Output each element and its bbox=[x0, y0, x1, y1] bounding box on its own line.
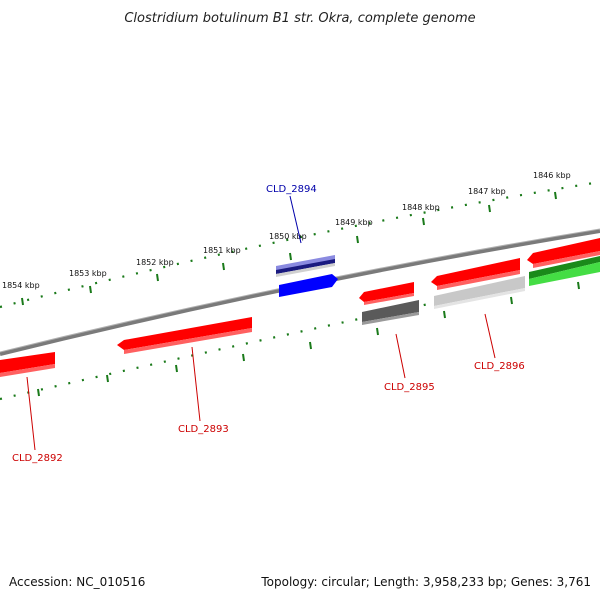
inner-major-tick bbox=[175, 364, 178, 373]
outer-major-tick bbox=[21, 297, 24, 306]
gene-arrow bbox=[527, 238, 600, 264]
gene-arrow-shadow bbox=[434, 288, 525, 309]
gene-arrow-shadow bbox=[362, 312, 419, 325]
map-title: Clostridium botulinum B1 str. Okra, comp… bbox=[124, 11, 475, 26]
outer-major-tick bbox=[89, 285, 92, 294]
tick-label-1847: 1847 kbp bbox=[468, 187, 506, 196]
inner-major-tick bbox=[242, 353, 245, 362]
outer-major-tick bbox=[156, 273, 159, 282]
outer-major-tick bbox=[289, 252, 292, 261]
tick-label-1846: 1846 kbp bbox=[533, 171, 571, 180]
outer-major-tick bbox=[488, 204, 491, 213]
gene-arrow bbox=[529, 256, 600, 279]
gene-CLD_2893[interactable] bbox=[117, 317, 252, 354]
gene-arrow bbox=[431, 258, 520, 286]
tick-label-1853: 1853 kbp bbox=[69, 269, 107, 278]
leader-line-CLD_2895 bbox=[395, 333, 406, 379]
gene-arrow-shadow bbox=[533, 251, 600, 268]
gene-leader-lines bbox=[26, 195, 496, 451]
gene-right-green[interactable] bbox=[529, 256, 600, 286]
gene-arrow bbox=[279, 274, 338, 297]
inner-major-tick bbox=[309, 341, 312, 350]
tick-label-1848: 1848 kbp bbox=[402, 203, 440, 212]
gene-arrow bbox=[359, 282, 414, 302]
gene-arrow bbox=[362, 300, 419, 322]
gene-label-CLD_2896[interactable]: CLD_2896 bbox=[474, 361, 525, 372]
outer-major-tick bbox=[356, 235, 359, 244]
tick-label-1851: 1851 kbp bbox=[203, 246, 241, 255]
gene-CLD_2896[interactable] bbox=[431, 258, 525, 309]
gene-label-CLD_2894[interactable]: CLD_2894 bbox=[266, 184, 317, 195]
outer-major-tick bbox=[554, 191, 557, 200]
gene-arrow-shadow bbox=[364, 293, 414, 305]
inner-major-tick bbox=[577, 281, 580, 290]
gene-arrow bbox=[434, 276, 525, 306]
gene-label-CLD_2895[interactable]: CLD_2895 bbox=[384, 382, 435, 393]
leader-line-CLD_2894 bbox=[289, 195, 302, 244]
tick-label-1849: 1849 kbp bbox=[335, 218, 373, 227]
gene-CLD_2895[interactable] bbox=[359, 282, 419, 325]
outer-major-tick bbox=[422, 217, 425, 226]
gene-arrow bbox=[529, 262, 600, 286]
gene-CLD_2894[interactable] bbox=[276, 255, 338, 297]
inner-major-tick bbox=[106, 374, 109, 383]
leader-line-CLD_2896 bbox=[484, 313, 496, 359]
genome-summary-text: Topology: circular; Length: 3,958,233 bp… bbox=[260, 575, 591, 589]
inner-major-tick bbox=[376, 327, 379, 336]
leader-line-CLD_2892 bbox=[26, 376, 36, 451]
gene-label-CLD_2893[interactable]: CLD_2893 bbox=[178, 424, 229, 435]
gene-label-CLD_2892[interactable]: CLD_2892 bbox=[12, 453, 63, 464]
accession-text: Accession: NC_010516 bbox=[9, 575, 145, 589]
gene-arrow-shadow bbox=[437, 270, 520, 290]
gene-right-red[interactable] bbox=[527, 238, 600, 268]
tick-label-1854: 1854 kbp bbox=[2, 281, 40, 290]
gene-arrow bbox=[0, 352, 55, 373]
tick-label-1852: 1852 kbp bbox=[136, 258, 174, 267]
inner-tick-ring bbox=[0, 266, 600, 401]
gene-CLD_2892[interactable] bbox=[0, 352, 55, 377]
gene-arrow-shadow bbox=[0, 364, 55, 377]
gene-arrow-shadow bbox=[124, 328, 252, 354]
leader-line-CLD_2893 bbox=[191, 346, 201, 422]
inner-major-tick bbox=[510, 296, 513, 305]
gene-arrow-shadow bbox=[276, 259, 335, 274]
inner-major-tick bbox=[37, 388, 40, 397]
gene-arrow bbox=[117, 317, 252, 350]
tick-label-1850: 1850 kbp bbox=[269, 232, 307, 241]
outer-major-tick bbox=[222, 262, 225, 271]
gene-arrow-shadow bbox=[276, 263, 335, 277]
inner-major-tick bbox=[443, 310, 446, 319]
